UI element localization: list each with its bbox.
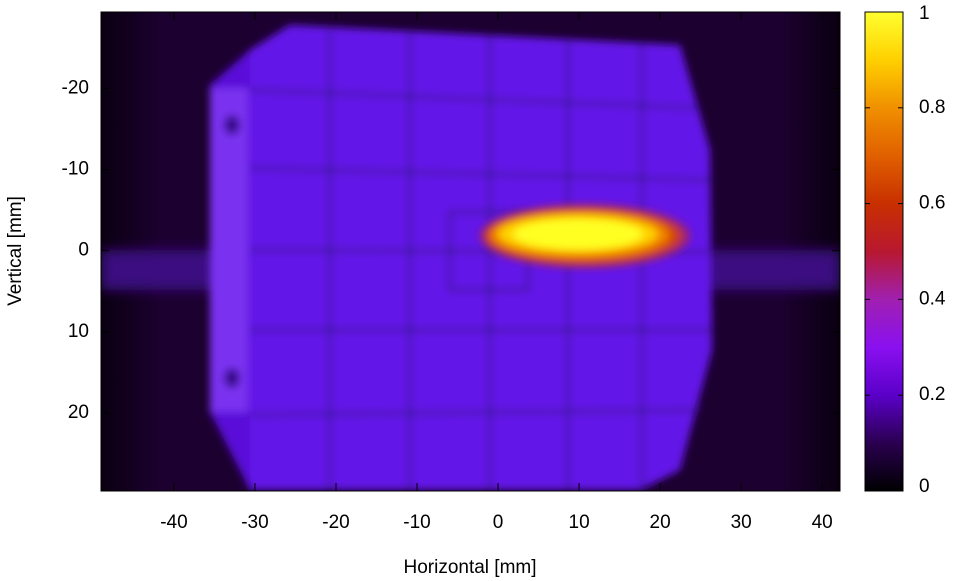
colorbar-tick-label: 0.8: [919, 97, 945, 118]
x-tick-label: 30: [731, 512, 752, 533]
colorbar-tick-label: 0: [919, 476, 930, 497]
x-tick-label: -30: [241, 512, 268, 533]
y-tick-label: 20: [68, 402, 89, 423]
x-tick-label: -10: [403, 512, 430, 533]
colorbar-tick-label: 0.4: [919, 288, 946, 309]
y-tick-label: -20: [62, 77, 89, 98]
colorbar-tick-label: 1: [919, 3, 930, 24]
y-tick-label: -10: [62, 159, 89, 180]
x-tick-label: 0: [493, 512, 504, 533]
x-tick-label: 10: [569, 512, 590, 533]
colorbar: [864, 11, 904, 492]
x-tick-label: -40: [160, 512, 187, 533]
y-axis-label: Vertical [mm]: [5, 196, 26, 306]
x-tick-label: 20: [650, 512, 671, 533]
plot-frame: [100, 11, 841, 492]
x-axis-label: Horizontal [mm]: [403, 557, 536, 578]
y-tick-label: 10: [68, 321, 89, 342]
colorbar-tick-label: 0.6: [919, 193, 945, 214]
colorbar-tick-label: 0.2: [919, 384, 945, 405]
y-tick-label: 0: [78, 240, 89, 261]
heatmap-image: [101, 12, 840, 491]
x-tick-label: -20: [322, 512, 349, 533]
x-tick-label: 40: [812, 512, 833, 533]
